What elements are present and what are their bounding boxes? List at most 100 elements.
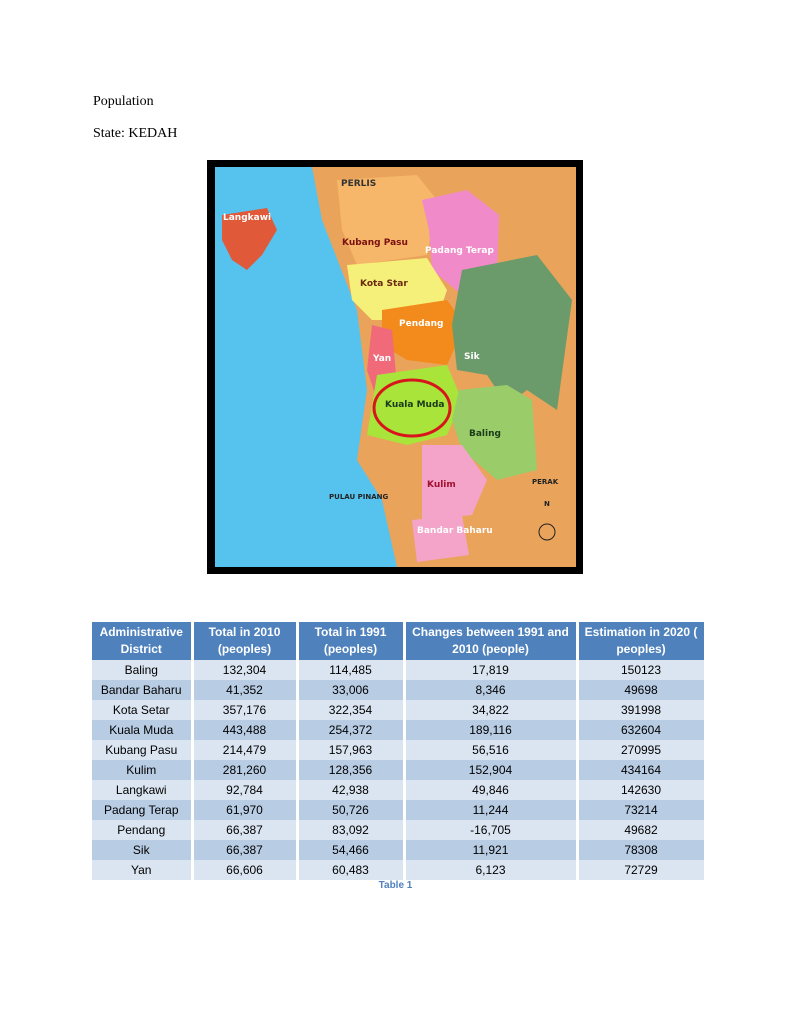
table-cell: 281,260 (192, 760, 299, 780)
table-cell: 443,488 (192, 720, 299, 740)
table-cell: 72729 (577, 860, 707, 880)
map-label: Kuala Muda (385, 400, 444, 410)
table-cell: Kota Setar (92, 700, 194, 720)
table-cell: 152,904 (404, 760, 579, 780)
state-line: State: KEDAH (93, 126, 178, 141)
table-cell: -16,705 (404, 820, 579, 840)
table-cell: 322,354 (297, 700, 406, 720)
map-label: Kubang Pasu (342, 238, 408, 248)
table-cell: 142630 (577, 780, 707, 800)
table-cell: 434164 (577, 760, 707, 780)
map-label: Yan (372, 354, 391, 364)
table-cell: 41,352 (192, 680, 299, 700)
header-cell: Changes between 1991 and 2010 (people) (404, 622, 579, 660)
table-row: Kulim 281,260 128,356 152,904 434164 (92, 760, 707, 780)
table-cell: 11,244 (404, 800, 579, 820)
table-cell: 54,466 (297, 840, 406, 860)
map-label: PULAU PINANG (329, 493, 388, 501)
table-row: Kota Setar 357,176 322,354 34,822 391998 (92, 700, 707, 720)
table-cell: Baling (92, 660, 194, 680)
map-label: Baling (469, 429, 501, 439)
region (422, 445, 487, 520)
map-label: N (544, 500, 550, 508)
table-row: Pendang 66,387 83,092 -16,705 49682 (92, 820, 707, 840)
table-cell: 73214 (577, 800, 707, 820)
table-row: Kuala Muda 443,488 254,372 189,116 632604 (92, 720, 707, 740)
table-cell: 49682 (577, 820, 707, 840)
table-cell: 66,606 (192, 860, 299, 880)
table-cell: 33,006 (297, 680, 406, 700)
table-cell: 49698 (577, 680, 707, 700)
table-cell: Langkawi (92, 780, 194, 800)
table-row: Langkawi 92,784 42,938 49,846 142630 (92, 780, 707, 800)
header-cell: Administrative District (92, 622, 194, 660)
table-cell: 78308 (577, 840, 707, 860)
table-cell: 83,092 (297, 820, 406, 840)
region (382, 300, 465, 365)
caption: Table 1 (378, 880, 413, 891)
table-row: Sik 66,387 54,466 11,921 78308 (92, 840, 707, 860)
table-cell: 214,479 (192, 740, 299, 760)
table-cell: 42,938 (297, 780, 406, 800)
table-row: Yan 66,606 60,483 6,123 72729 (92, 860, 707, 880)
table-cell: Pendang (92, 820, 194, 840)
table-cell: Yan (92, 860, 194, 880)
table-cell: 56,516 (404, 740, 579, 760)
map-label: Kulim (427, 480, 456, 490)
region (222, 208, 277, 270)
table-cell: Kuala Muda (92, 720, 194, 740)
table-cell: 150123 (577, 660, 707, 680)
table-cell: Kulim (92, 760, 194, 780)
map-label: PERLIS (341, 179, 376, 189)
table-cell: 254,372 (297, 720, 406, 740)
map-label: Sik (464, 352, 481, 362)
table-cell: Sik (92, 840, 194, 860)
table-cell: 92,784 (192, 780, 299, 800)
region (452, 255, 572, 410)
map: PERLIS Langkawi Kubang Pasu Padang Terap… (207, 160, 583, 574)
region (337, 175, 437, 265)
table-cell: 632604 (577, 720, 707, 740)
table-cell: 391998 (577, 700, 707, 720)
map-label: Langkawi (223, 213, 271, 223)
map-label: PERAK (532, 478, 559, 486)
table-cell: 17,819 (404, 660, 579, 680)
table-row: Kubang Pasu 214,479 157,963 56,516 270995 (92, 740, 707, 760)
table-cell: 60,483 (297, 860, 406, 880)
map-label: Padang Terap (425, 246, 494, 256)
table-cell: 66,387 (192, 840, 299, 860)
table-cell: 357,176 (192, 700, 299, 720)
table-row: Bandar Baharu 41,352 33,006 8,346 49698 (92, 680, 707, 700)
table-cell: 114,485 (297, 660, 406, 680)
table-cell: 157,963 (297, 740, 406, 760)
map-label: Kota Star (360, 279, 408, 289)
heading: Population (93, 94, 154, 109)
table-cell: Bandar Baharu (92, 680, 194, 700)
table-row: Padang Terap 61,970 50,726 11,244 73214 (92, 800, 707, 820)
header-row: Administrative District Total in 2010 (pe… (92, 622, 707, 660)
highlight-circle (372, 378, 452, 438)
table-cell: 66,387 (192, 820, 299, 840)
table-cell: 189,116 (404, 720, 579, 740)
population-table: Administrative District Total in 2010 (pe… (92, 622, 707, 880)
table-cell: 61,970 (192, 800, 299, 820)
compass (538, 523, 556, 541)
table-cell: 11,921 (404, 840, 579, 860)
table-cell: 50,726 (297, 800, 406, 820)
region (412, 515, 469, 562)
region (452, 385, 537, 480)
table-cell: Kubang Pasu (92, 740, 194, 760)
table-row: Baling 132,304 114,485 17,819 150123 (92, 660, 707, 680)
table-cell: 8,346 (404, 680, 579, 700)
table-cell: 34,822 (404, 700, 579, 720)
table-cell: 128,356 (297, 760, 406, 780)
header-cell: Total in 1991 (peoples) (297, 622, 406, 660)
header-cell: Estimation in 2020 ( peoples) (577, 622, 707, 660)
header-cell: Total in 2010 (peoples) (192, 622, 299, 660)
map-label: Pendang (399, 319, 443, 329)
table-cell: 270995 (577, 740, 707, 760)
table-cell: 6,123 (404, 860, 579, 880)
map-label: Bandar Baharu (417, 526, 493, 536)
table-cell: 132,304 (192, 660, 299, 680)
